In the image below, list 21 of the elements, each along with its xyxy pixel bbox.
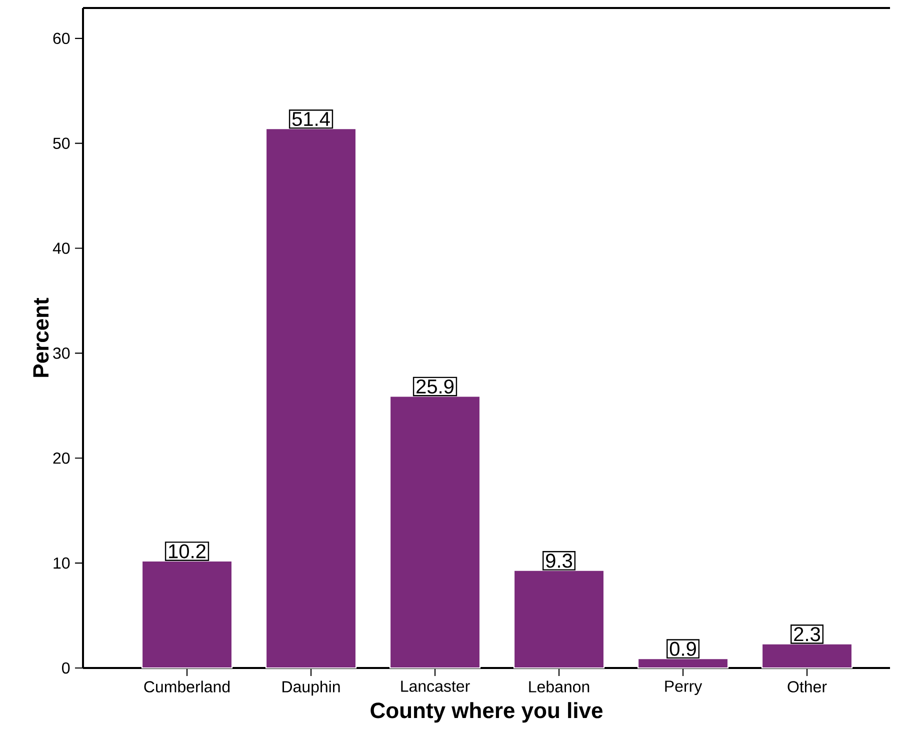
- y-tick-label: 10: [54, 557, 70, 569]
- y-axis-title: Percent: [33, 298, 49, 377]
- y-tick-label: 0: [62, 662, 70, 674]
- y-tick-label: 60: [53, 32, 70, 44]
- x-axis-title: County where you live: [370, 702, 602, 723]
- x-tick-label: Lebanon: [529, 680, 590, 692]
- x-tick-label: Dauphin: [282, 680, 340, 696]
- x-tick-label: Lancaster: [401, 680, 470, 692]
- y-tick-label: 30: [53, 348, 70, 359]
- data-label: 0.9: [670, 642, 696, 656]
- x-tick-label: Perry: [665, 680, 702, 696]
- y-tick-label: 20: [53, 452, 70, 464]
- x-tick-label: Cumberland: [144, 680, 230, 692]
- x-tick-label: Other: [788, 680, 827, 692]
- data-label: 10.2: [169, 544, 206, 558]
- data-label: 9.3: [546, 554, 572, 568]
- data-label: 25.9: [416, 379, 454, 394]
- y-tick-label: 50: [53, 138, 70, 149]
- y-tick-label: 40: [52, 242, 70, 254]
- data-label: 2.3: [794, 627, 820, 642]
- data-label: 51.4: [292, 112, 330, 126]
